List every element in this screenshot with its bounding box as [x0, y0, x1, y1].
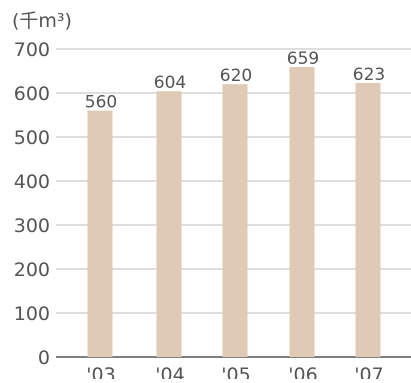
bar-4	[355, 82, 381, 357]
y-axis-unit-label: (千m³)	[12, 10, 72, 32]
x-axis-tick-labels: '03 '04 '05 '06 '07	[86, 364, 383, 383]
data-label: 623	[353, 65, 385, 85]
bars	[87, 67, 381, 358]
y-tick-label: 400	[14, 171, 50, 193]
y-tick-label: 0	[38, 347, 50, 369]
x-tick-label: '06	[288, 364, 317, 379]
data-labels: 560 604 620 659 623	[85, 49, 385, 113]
data-label: 659	[287, 49, 319, 69]
x-tick-label: '07	[354, 364, 383, 379]
data-label: 604	[154, 73, 186, 93]
y-tick-label: 600	[14, 83, 50, 105]
y-tick-label: 500	[14, 127, 50, 149]
bar-2	[222, 84, 248, 357]
x-tick-label: '03	[86, 364, 115, 379]
bar-1	[156, 91, 182, 358]
data-label: 560	[85, 93, 117, 113]
data-label: 620	[220, 66, 252, 86]
y-tick-label: 300	[14, 215, 50, 237]
bar-0	[87, 110, 113, 357]
y-tick-label: 200	[14, 259, 50, 281]
x-tick-label: '04	[155, 364, 184, 379]
y-axis-tick-labels: 700 600 500 400 300 200 100 0	[14, 39, 50, 369]
y-tick-label: 700	[14, 39, 50, 61]
y-tick-label: 100	[14, 303, 50, 325]
x-tick-label: '05	[221, 364, 250, 379]
bar-3	[289, 67, 315, 357]
